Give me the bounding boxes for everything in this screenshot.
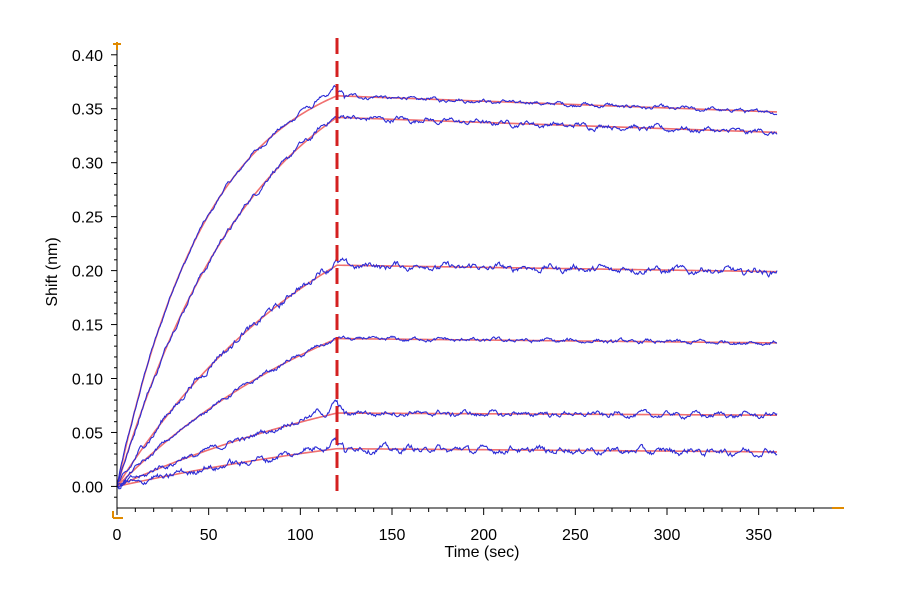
y-axis-end-marker [113, 42, 121, 50]
y-tick-label: 0.15 [72, 318, 103, 335]
plot-area [116, 38, 778, 498]
measured-curves [116, 84, 778, 490]
measured-curve-3 [116, 257, 778, 485]
y-tick-label: 0.20 [72, 264, 103, 281]
x-tick-label: 0 [113, 527, 122, 544]
axis-origin-marker [112, 511, 123, 519]
fit-curve-2 [116, 116, 778, 487]
measured-curve-1 [116, 84, 778, 487]
y-tick-label: 0.10 [72, 372, 103, 389]
y-ticks: 0.00 0.05 0.10 0.15 0.20 0.25 0.30 0.35 0.40 [72, 48, 117, 498]
y-axis-title: Shift (nm) [44, 237, 61, 306]
measured-curve-6 [116, 435, 778, 490]
y-axis: 0.00 0.05 0.10 0.15 0.20 0.25 0.30 0.35 0.40 [72, 44, 118, 508]
measured-curve-5 [116, 399, 778, 489]
y-tick-label: 0.00 [72, 479, 103, 496]
x-tick-label: 150 [379, 527, 406, 544]
x-tick-label: 350 [745, 527, 772, 544]
axis-end-markers [112, 42, 844, 519]
y-tick-label: 0.35 [72, 102, 103, 119]
x-tick-label: 100 [287, 527, 314, 544]
fit-curves [116, 94, 778, 488]
x-tick-label: 250 [562, 527, 589, 544]
x-ticks: 0 50 100 150 200 250 300 350 [113, 508, 815, 544]
measured-curve-4 [116, 335, 778, 488]
x-axis-title: Time (sec) [445, 544, 520, 561]
fit-curve-1 [116, 94, 778, 487]
x-tick-label: 50 [200, 527, 218, 544]
x-axis: 0 50 100 150 200 250 300 350 [113, 507, 832, 544]
y-tick-label: 0.05 [72, 425, 103, 442]
y-tick-label: 0.30 [72, 156, 103, 173]
y-tick-label: 0.40 [72, 48, 103, 65]
x-tick-label: 300 [654, 527, 681, 544]
y-tick-label: 0.25 [72, 210, 103, 227]
measured-curve-2 [116, 114, 778, 485]
x-tick-label: 200 [470, 527, 497, 544]
